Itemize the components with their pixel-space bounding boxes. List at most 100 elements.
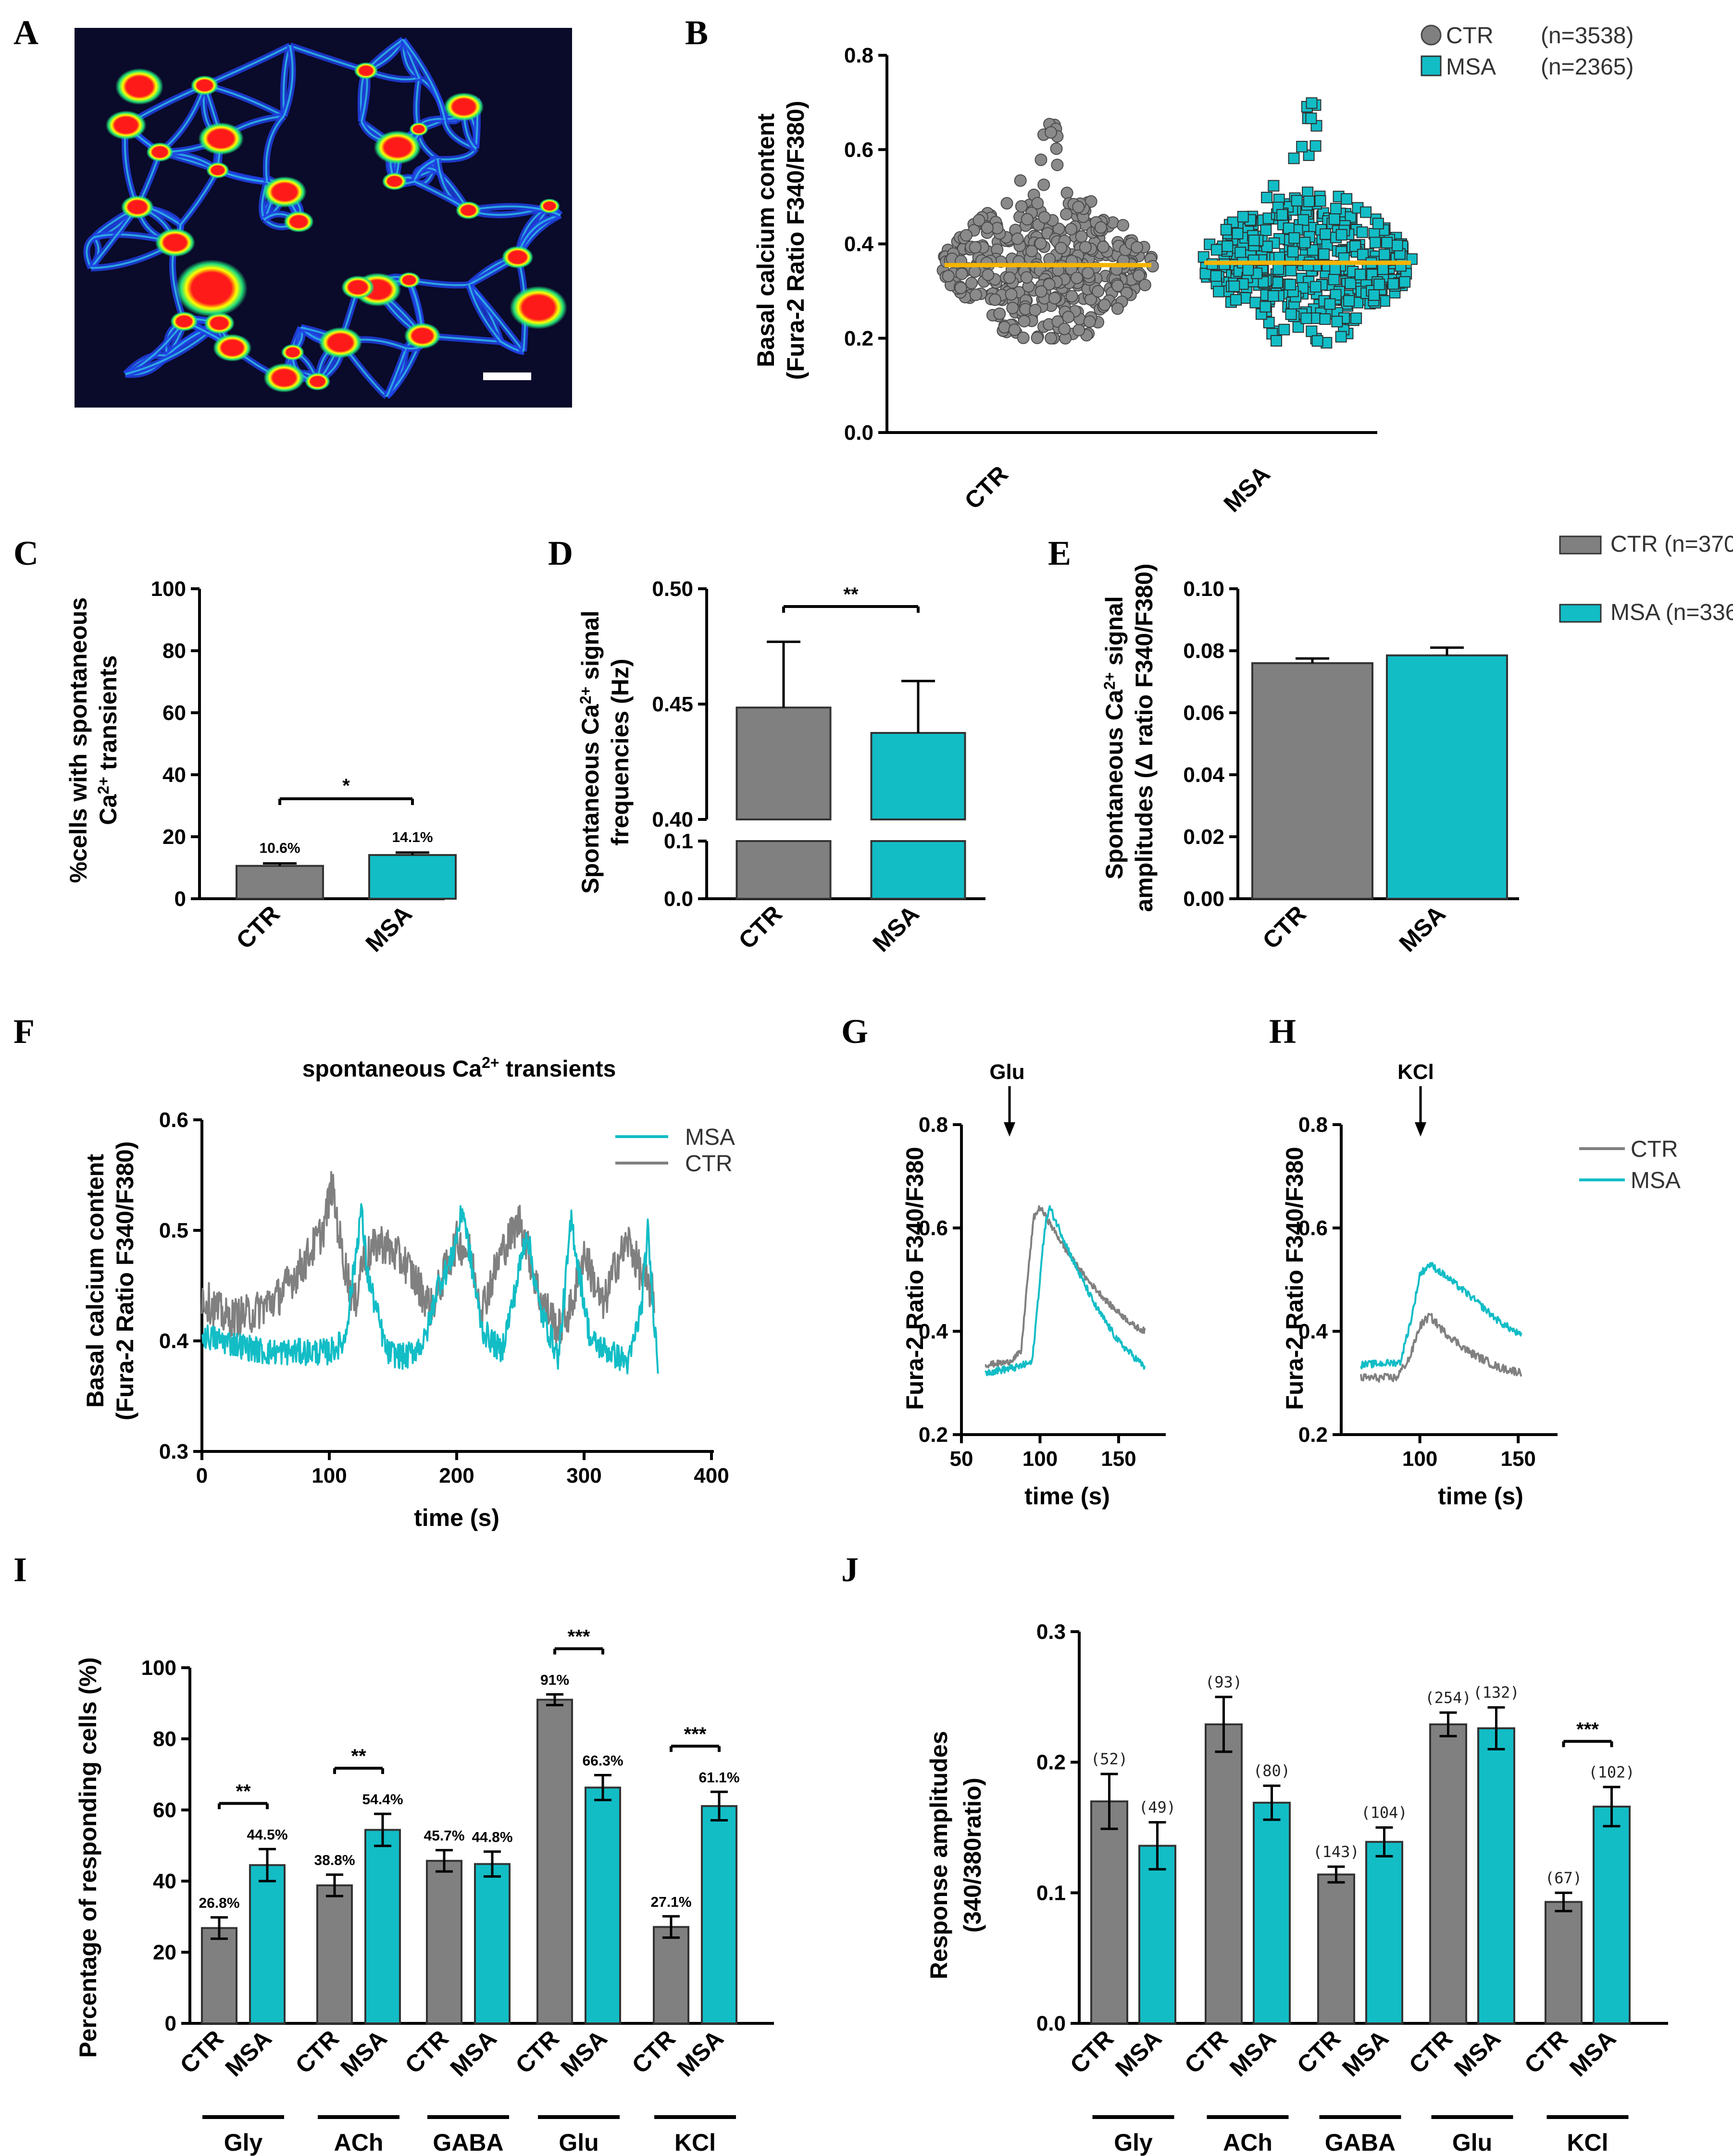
y-tick-label: 0 <box>175 887 186 911</box>
x-tick-label-ctr: CTR <box>1065 2025 1119 2079</box>
y-tick-label: 80 <box>162 639 186 663</box>
msa-bar <box>249 1864 286 2024</box>
ctr-bar <box>1429 1723 1467 2024</box>
msa-trace <box>1359 1262 1522 1370</box>
msa-point <box>1357 248 1369 260</box>
msa-point <box>1306 325 1318 337</box>
msa-point <box>1330 289 1342 301</box>
legend: MSA CTR <box>615 1125 735 1177</box>
soma <box>198 122 244 155</box>
x-tick-label-ctr: CTR <box>175 2025 229 2079</box>
msa-point <box>1320 228 1332 240</box>
msa-point <box>1272 276 1284 288</box>
value-label: 45.7% <box>424 1828 464 1844</box>
neurite-core <box>386 348 407 397</box>
ctr-point <box>1035 285 1047 298</box>
y-axis-label-signal: signal <box>1101 596 1128 672</box>
msa-point <box>1285 264 1297 276</box>
group-label-kcl: KCl <box>674 2129 716 2156</box>
soma <box>374 130 422 164</box>
legend: CTR MSA <box>1579 1137 1681 1193</box>
msa-bar-upper <box>870 732 966 820</box>
ctr-point <box>954 282 967 295</box>
msa-point <box>1305 112 1317 124</box>
msa-point <box>1287 246 1299 258</box>
neurite-core <box>265 115 285 182</box>
ctr-point <box>1092 285 1105 298</box>
y-tick-label: 0.6 <box>1298 1216 1328 1240</box>
panel-b-basal-calcium-scatter: B Basal calcium content (Fura-2 Ratio F3… <box>685 13 1633 517</box>
msa-point <box>1369 236 1381 248</box>
msa-point <box>1373 278 1385 290</box>
x-axis-label: time (s) <box>414 1504 499 1531</box>
msa-point <box>1284 279 1297 291</box>
y-tick-label: 0 <box>165 2012 176 2035</box>
ctr-point <box>1025 245 1038 258</box>
value-label: (104) <box>1361 1804 1407 1822</box>
msa-point <box>1248 235 1260 247</box>
ctr-bar <box>1205 1723 1243 2024</box>
msa-point <box>1328 273 1340 285</box>
ctr-point <box>1111 302 1124 315</box>
ctr-point <box>1098 298 1111 311</box>
msa-point <box>1311 335 1323 347</box>
title-rest: transients <box>499 1056 616 1082</box>
group-label-ach: ACh <box>334 2129 384 2156</box>
x-tick-label-ctr: CTR <box>734 900 787 954</box>
value-label: 27.1% <box>650 1894 691 1910</box>
y-tick-label: 0.3 <box>159 1440 188 1463</box>
y-axis-label-line1: Spontaneous Ca2+ signal <box>577 610 604 893</box>
value-label: 54.4% <box>362 1792 403 1808</box>
soma <box>206 162 229 179</box>
ctr-point <box>1029 304 1042 317</box>
ctr-point <box>965 276 978 289</box>
soma <box>305 372 331 391</box>
ctr-point <box>1035 153 1047 166</box>
panel-g-label: G <box>841 1012 868 1051</box>
legend-msa-n: (n=2365) <box>1541 54 1633 80</box>
msa-point <box>1319 313 1331 325</box>
y-axis-label-charge: 2+ <box>577 687 594 704</box>
ctr-point <box>955 267 968 280</box>
ctr-point <box>1008 323 1021 336</box>
y-axis-label-line2: frequencies (Hz) <box>607 659 634 846</box>
msa-point <box>1260 224 1272 236</box>
neurite-core <box>204 45 291 87</box>
x-tick-label-ctr: CTR <box>1519 2025 1573 2079</box>
ctr-bar <box>1090 1800 1128 2025</box>
msa-point <box>1299 236 1311 248</box>
y-tick-label: 0.08 <box>1183 639 1224 663</box>
value-label: 14.1% <box>392 830 433 845</box>
msa-point <box>1391 239 1403 251</box>
neurite-core <box>86 236 95 269</box>
neurite-core <box>283 45 294 117</box>
y-ticks: 0.0 0.2 0.4 0.6 0.8 <box>844 44 887 445</box>
soma <box>263 363 305 393</box>
msa-point <box>1210 270 1222 282</box>
msa-point <box>1309 281 1322 293</box>
legend: CTR (n=3538) MSA (n=2365) <box>1421 23 1633 80</box>
ctr-point <box>1000 197 1013 210</box>
msa-point <box>1360 206 1372 218</box>
y-axis-label-line1: Basal calcium content <box>752 113 779 367</box>
title-charge: 2+ <box>482 1054 499 1071</box>
soma <box>284 211 314 233</box>
msa-point <box>1259 301 1272 313</box>
msa-point <box>1345 277 1357 289</box>
legend-msa-label: MSA <box>1446 54 1496 80</box>
msa-point <box>1314 195 1326 207</box>
value-label: (49) <box>1139 1798 1176 1817</box>
ctr-point <box>1111 279 1124 292</box>
y-axis-label-ca: Spontaneous Ca <box>1101 689 1128 880</box>
msa-point <box>1387 278 1399 290</box>
soma <box>354 62 378 79</box>
y-axis-label-ca: Spontaneous Ca <box>577 704 604 894</box>
soma <box>444 92 484 121</box>
msa-point <box>1292 321 1304 333</box>
delta-icon: Δ <box>1131 753 1158 770</box>
y-axis-label-line2: Ca2+ transients <box>95 655 122 825</box>
ctr-point <box>1131 241 1144 254</box>
soma <box>404 322 441 349</box>
x-tick-label-msa: MSA <box>1564 2025 1621 2082</box>
